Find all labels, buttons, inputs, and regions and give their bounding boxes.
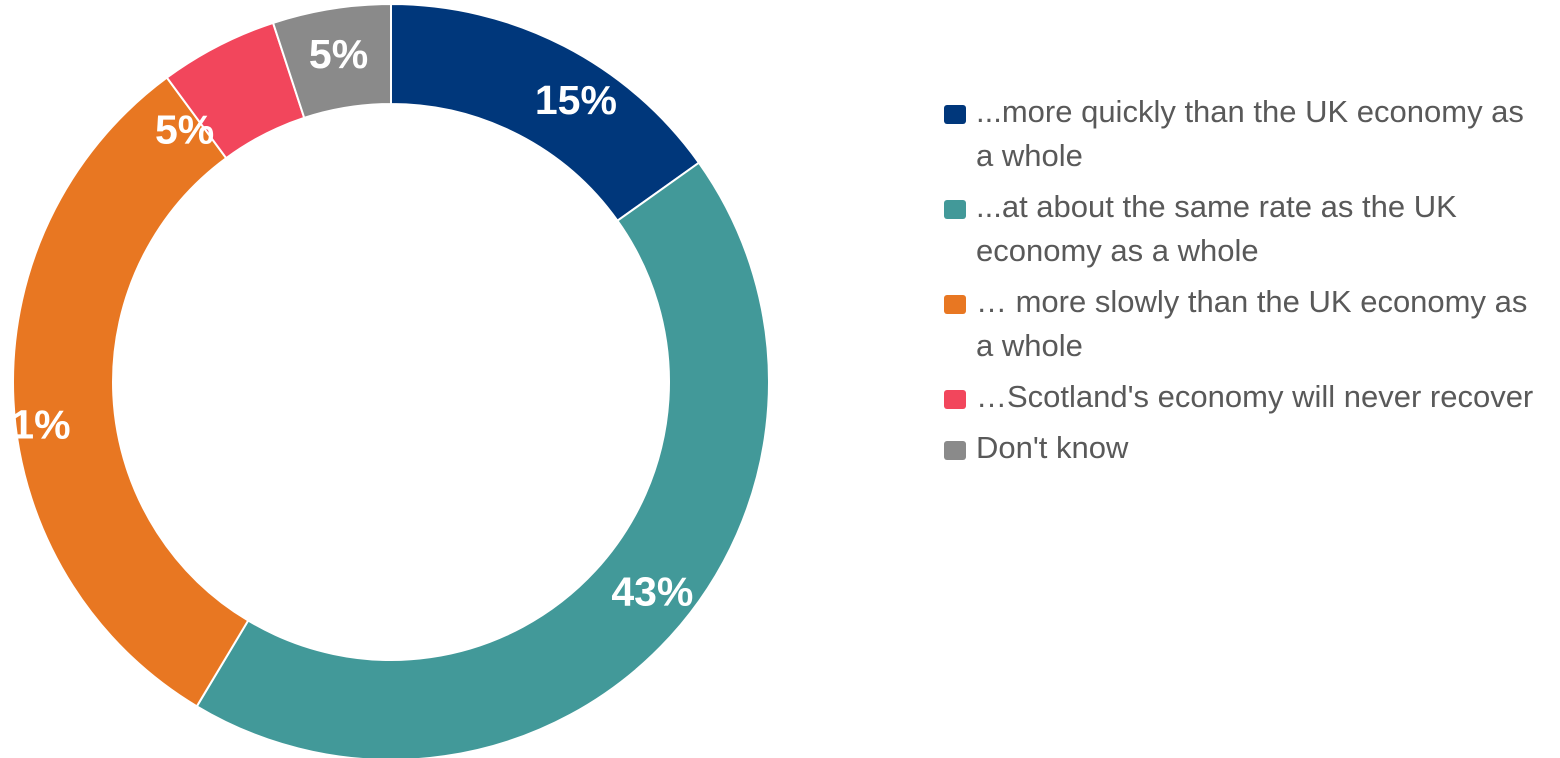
data-label-5: 5% [309, 31, 368, 77]
legend-item-5: Don't know [944, 426, 1544, 470]
legend-swatch-4 [944, 390, 966, 409]
donut-chart: 15% 43% 31% 5% 5% [0, 2, 770, 758]
donut-slices [12, 2, 770, 758]
legend-swatch-3 [944, 295, 966, 314]
data-label-1: 15% [535, 77, 617, 123]
donut-slice-2 [195, 161, 770, 758]
donut-data-labels: 15% 43% 31% 5% 5% [0, 31, 693, 614]
legend-item-2: ...at about the same rate as the UK econ… [944, 185, 1544, 273]
legend-label-2: ...at about the same rate as the UK econ… [976, 189, 1457, 268]
legend-item-1: ...more quickly than the UK economy as a… [944, 90, 1544, 178]
data-label-4: 5% [155, 107, 214, 153]
legend-item-4: …Scotland's economy will never recover [944, 375, 1544, 419]
legend-label-5: Don't know [976, 430, 1129, 465]
legend-label-4: …Scotland's economy will never recover [976, 379, 1534, 414]
legend-label-3: … more slowly than the UK economy as a w… [976, 284, 1528, 363]
data-label-2: 43% [611, 569, 693, 615]
data-label-3: 31% [0, 402, 71, 448]
legend-swatch-5 [944, 441, 966, 460]
legend-item-3: … more slowly than the UK economy as a w… [944, 280, 1544, 368]
chart-legend: ...more quickly than the UK economy as a… [944, 90, 1544, 477]
donut-slice-3 [12, 76, 250, 708]
legend-swatch-2 [944, 200, 966, 219]
donut-slice-5 [271, 2, 392, 120]
legend-swatch-1 [944, 105, 966, 124]
legend-label-1: ...more quickly than the UK economy as a… [976, 94, 1524, 173]
